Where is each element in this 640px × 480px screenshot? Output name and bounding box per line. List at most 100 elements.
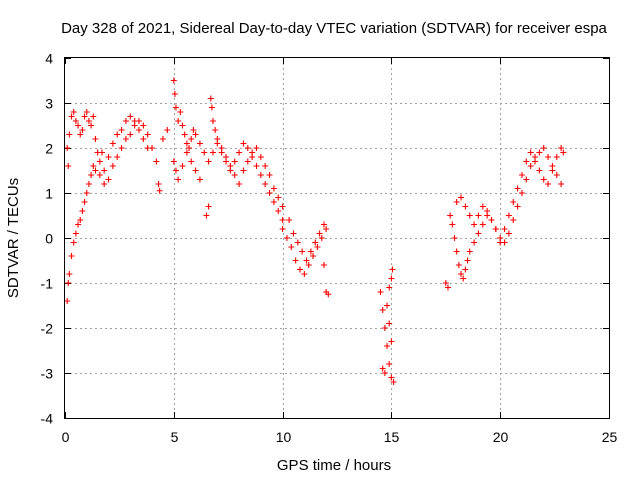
data-point — [523, 176, 530, 183]
data-point — [518, 190, 525, 196]
data-point — [279, 226, 286, 232]
data-point — [275, 194, 282, 201]
data-point — [118, 127, 125, 133]
x-tick-label: 0 — [62, 429, 70, 445]
data-point — [114, 154, 121, 160]
data-point — [253, 163, 260, 169]
data-point — [386, 284, 393, 291]
data-point — [305, 262, 312, 268]
data-point — [288, 244, 295, 250]
data-point — [320, 262, 327, 268]
data-point — [286, 217, 293, 223]
data-point — [131, 118, 138, 124]
data-point — [81, 113, 88, 120]
data-point — [388, 338, 395, 345]
data-point — [510, 217, 517, 223]
data-point — [303, 257, 310, 264]
y-tick-label: -1 — [41, 276, 54, 292]
data-point — [92, 167, 99, 174]
data-point — [90, 163, 97, 169]
y-tick-label: 0 — [45, 231, 53, 247]
data-point — [464, 257, 471, 264]
data-point — [475, 230, 482, 237]
data-point — [85, 118, 92, 124]
data-point — [83, 190, 90, 196]
data-point — [201, 149, 208, 156]
data-point — [64, 298, 71, 304]
data-point — [70, 109, 77, 115]
data-point — [177, 109, 184, 115]
data-point — [540, 145, 547, 151]
data-point — [155, 181, 162, 187]
data-point — [68, 113, 75, 120]
data-point — [214, 136, 221, 142]
data-point — [209, 149, 216, 156]
data-points — [64, 77, 567, 385]
data-point — [455, 262, 462, 268]
data-point — [442, 280, 449, 286]
x-tick-labels: 0 5 10 15 20 25 — [62, 429, 618, 445]
y-tick-label: -3 — [41, 366, 54, 382]
data-point — [109, 140, 116, 147]
data-point — [257, 154, 264, 160]
data-point — [72, 230, 79, 237]
data-point — [270, 185, 277, 192]
data-point — [96, 172, 103, 178]
data-point — [386, 361, 393, 367]
data-point — [497, 239, 504, 246]
data-point — [388, 374, 395, 381]
data-point — [553, 172, 560, 178]
data-point — [501, 226, 508, 232]
data-point — [518, 172, 525, 178]
data-point — [527, 149, 534, 156]
data-point — [70, 239, 77, 246]
data-point — [75, 221, 82, 228]
data-point — [65, 163, 72, 169]
data-point — [388, 275, 395, 282]
data-point — [79, 127, 86, 133]
data-point — [297, 266, 304, 273]
data-point — [453, 199, 460, 205]
data-point — [77, 131, 84, 138]
data-point — [558, 181, 565, 187]
data-point — [301, 271, 308, 277]
data-point — [325, 291, 332, 298]
data-point — [172, 167, 179, 174]
data-point — [192, 167, 199, 174]
data-point — [545, 181, 552, 187]
data-point — [190, 127, 197, 133]
data-point — [231, 172, 238, 178]
data-point — [320, 221, 327, 228]
data-point — [270, 199, 277, 205]
plot-frame — [64, 57, 610, 419]
data-point — [179, 122, 186, 129]
data-point — [318, 235, 325, 241]
data-point — [88, 172, 95, 178]
y-tick-labels: -4 -3 -2 -1 0 1 2 3 4 — [41, 51, 54, 427]
data-point — [81, 199, 88, 205]
data-point — [127, 131, 134, 138]
y-tick-label: 2 — [45, 141, 53, 157]
data-point — [231, 158, 238, 165]
data-point — [101, 181, 108, 187]
data-point — [101, 167, 108, 174]
data-point — [479, 203, 486, 210]
data-point — [144, 145, 151, 151]
data-point — [192, 131, 199, 138]
data-point — [118, 145, 125, 151]
data-point — [164, 127, 171, 133]
data-point — [536, 149, 543, 156]
x-tick-label: 5 — [171, 429, 179, 445]
data-point — [88, 122, 95, 129]
data-point — [208, 104, 215, 111]
y-axis-label: SDTVAR / TECUs — [5, 178, 22, 298]
data-point — [105, 154, 112, 160]
data-point — [462, 203, 469, 210]
data-point — [170, 158, 177, 165]
data-point — [75, 122, 82, 129]
data-point — [77, 217, 84, 223]
data-point — [105, 176, 112, 183]
data-point — [122, 136, 129, 142]
